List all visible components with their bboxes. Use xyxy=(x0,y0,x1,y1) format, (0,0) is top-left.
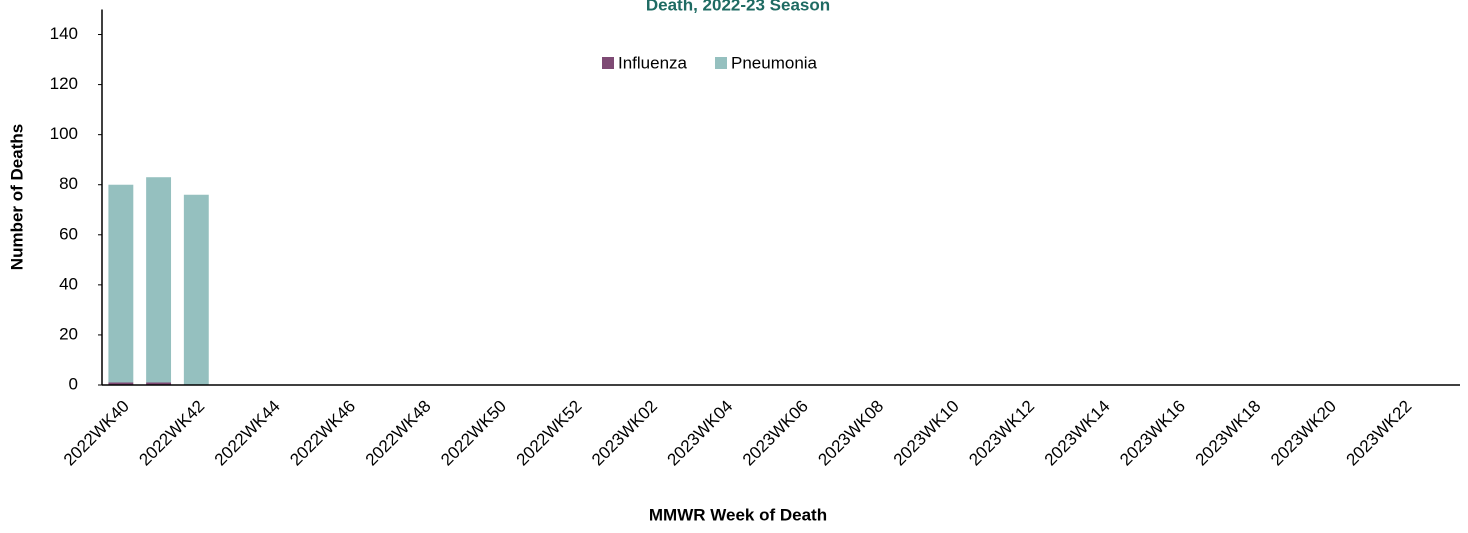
x-tick-label: 2023WK14 xyxy=(1041,397,1114,470)
y-tick-label: 120 xyxy=(50,74,78,93)
x-tick-label: 2022WK42 xyxy=(135,397,208,470)
legend-swatch xyxy=(602,57,614,69)
x-tick-label: 2022WK44 xyxy=(211,397,284,470)
y-tick-label: 20 xyxy=(59,324,78,343)
x-tick-label: 2023WK02 xyxy=(588,397,661,470)
legend-label: Pneumonia xyxy=(731,53,818,72)
bar-segment xyxy=(183,194,209,385)
x-tick-label: 2023WK04 xyxy=(663,397,736,470)
x-tick-label: 2023WK08 xyxy=(814,397,887,470)
x-tick-label: 2023WK16 xyxy=(1116,397,1189,470)
y-tick-label: 140 xyxy=(50,24,78,43)
x-tick-label: 2023WK10 xyxy=(890,397,963,470)
x-tick-label: 2022WK48 xyxy=(362,397,435,470)
x-tick-label: 2023WK22 xyxy=(1342,397,1415,470)
y-tick-label: 100 xyxy=(50,124,78,143)
y-tick-label: 40 xyxy=(59,274,78,293)
y-axis-title: Number of Deaths xyxy=(7,124,26,270)
legend-label: Influenza xyxy=(618,53,688,72)
chart-title: Death, 2022-23 Season xyxy=(646,0,830,14)
x-tick-label: 2022WK50 xyxy=(437,397,510,470)
x-tick-label: 2023WK20 xyxy=(1267,397,1340,470)
x-tick-label: 2023WK18 xyxy=(1192,397,1265,470)
x-tick-label: 2022WK40 xyxy=(60,397,133,470)
x-tick-label: 2022WK46 xyxy=(286,397,359,470)
bar-segment xyxy=(108,184,134,383)
legend-swatch xyxy=(715,57,727,69)
y-tick-label: 0 xyxy=(69,374,78,393)
x-tick-label: 2022WK52 xyxy=(513,397,586,470)
y-tick-label: 60 xyxy=(59,224,78,243)
x-tick-label: 2023WK06 xyxy=(739,397,812,470)
x-tick-label: 2023WK12 xyxy=(965,397,1038,470)
bar-segment xyxy=(108,382,134,385)
x-axis-title: MMWR Week of Death xyxy=(649,505,827,524)
bar-segment xyxy=(146,177,172,383)
y-tick-label: 80 xyxy=(59,174,78,193)
bar-segment xyxy=(146,382,172,385)
